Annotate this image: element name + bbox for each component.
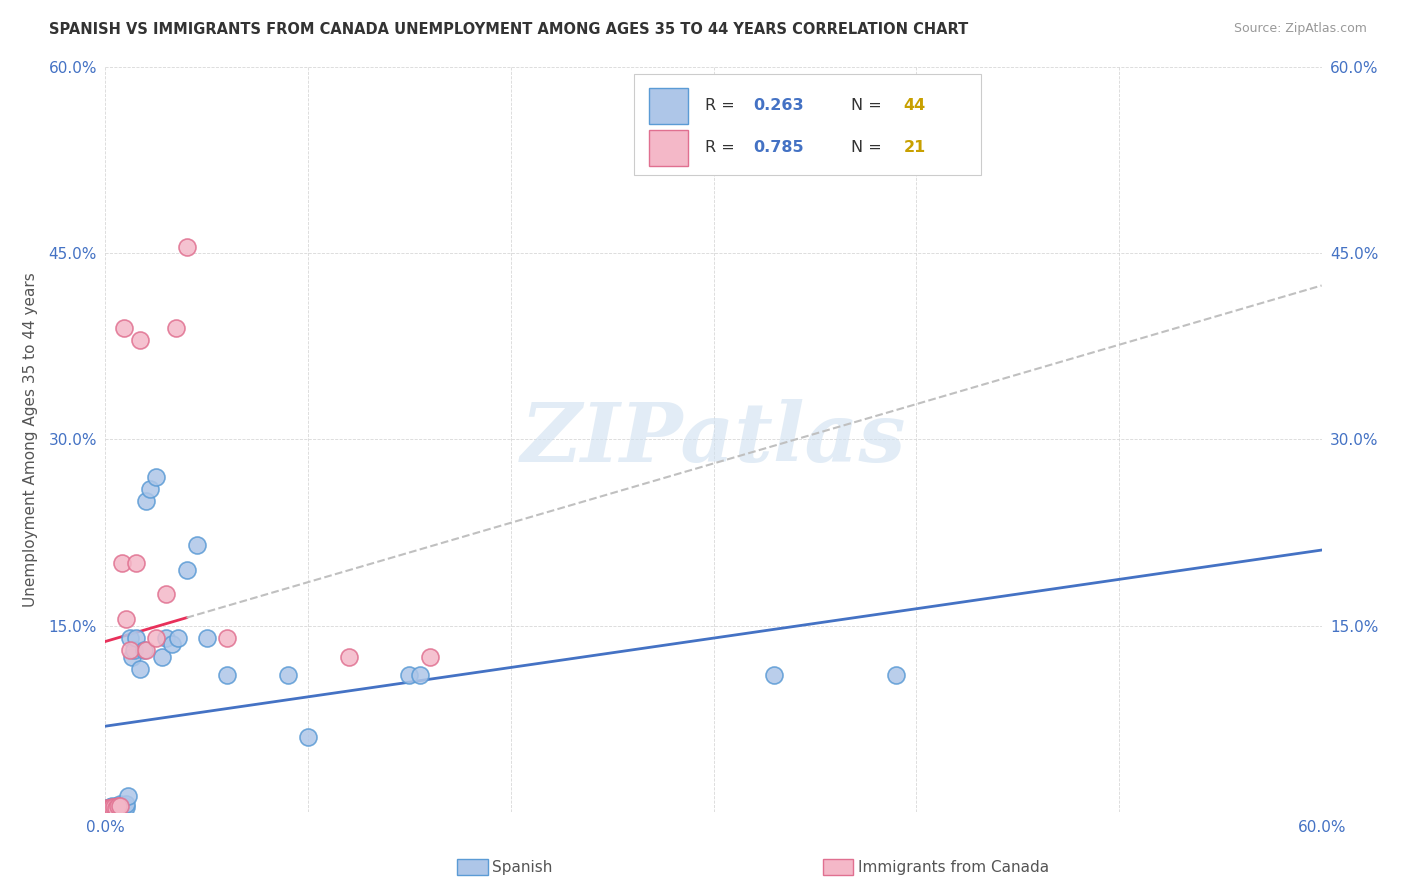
Point <box>217 668 239 682</box>
Point <box>114 612 136 626</box>
Point <box>167 631 190 645</box>
Point <box>98 801 121 815</box>
Point <box>112 798 135 813</box>
Text: Immigrants from Canada: Immigrants from Canada <box>858 860 1049 874</box>
Point <box>104 801 127 815</box>
Point <box>108 801 131 815</box>
Point <box>155 631 177 645</box>
Point <box>135 494 157 508</box>
Point <box>884 668 907 682</box>
Point <box>107 801 129 815</box>
Point <box>117 789 139 803</box>
Text: 0.263: 0.263 <box>754 98 804 113</box>
Point <box>100 799 122 814</box>
Point <box>98 799 121 814</box>
Point <box>121 649 143 664</box>
Point <box>162 637 184 651</box>
Point <box>112 320 135 334</box>
Text: 44: 44 <box>903 98 925 113</box>
Point <box>419 649 441 664</box>
FancyBboxPatch shape <box>650 130 688 166</box>
Point <box>103 801 125 815</box>
Point <box>108 799 131 814</box>
Point <box>145 631 167 645</box>
Point <box>112 801 135 815</box>
Point <box>176 563 198 577</box>
Text: N =: N = <box>851 140 887 155</box>
Text: ZIPatlas: ZIPatlas <box>520 400 907 479</box>
Text: 0.785: 0.785 <box>754 140 804 155</box>
Point <box>337 649 360 664</box>
Point <box>98 801 121 815</box>
Point <box>96 801 118 815</box>
Point <box>125 557 148 571</box>
Point <box>129 662 152 676</box>
Point <box>763 668 786 682</box>
Point <box>408 668 430 682</box>
Point <box>108 798 131 813</box>
FancyBboxPatch shape <box>634 74 981 175</box>
Text: SPANISH VS IMMIGRANTS FROM CANADA UNEMPLOYMENT AMONG AGES 35 TO 44 YEARS CORRELA: SPANISH VS IMMIGRANTS FROM CANADA UNEMPL… <box>49 22 969 37</box>
Point <box>111 798 134 813</box>
Point <box>186 538 208 552</box>
Point <box>122 643 145 657</box>
Point <box>118 643 141 657</box>
Point <box>139 482 162 496</box>
Point <box>111 557 134 571</box>
Point <box>114 797 136 812</box>
Point <box>135 643 157 657</box>
Point <box>118 631 141 645</box>
Point <box>107 798 129 813</box>
Text: Source: ZipAtlas.com: Source: ZipAtlas.com <box>1233 22 1367 36</box>
Point <box>104 798 127 813</box>
Point <box>165 320 187 334</box>
Point <box>129 333 152 347</box>
Point <box>108 797 131 812</box>
Text: N =: N = <box>851 98 887 113</box>
FancyBboxPatch shape <box>650 88 688 124</box>
Point <box>103 799 125 814</box>
Point <box>96 801 118 815</box>
Point <box>114 799 136 814</box>
Text: Spanish: Spanish <box>492 860 553 874</box>
Point <box>111 801 134 815</box>
Point <box>277 668 299 682</box>
Point <box>100 801 122 815</box>
Point <box>100 798 122 813</box>
Point <box>132 643 155 657</box>
Point <box>176 240 198 254</box>
Point <box>398 668 420 682</box>
Point <box>107 798 129 813</box>
Point <box>155 587 177 601</box>
Point <box>150 649 173 664</box>
Point <box>103 799 125 814</box>
Point <box>195 631 218 645</box>
Point <box>125 631 148 645</box>
Text: R =: R = <box>704 140 740 155</box>
Point <box>104 801 127 815</box>
Point <box>297 730 319 744</box>
Text: 21: 21 <box>903 140 925 155</box>
Y-axis label: Unemployment Among Ages 35 to 44 years: Unemployment Among Ages 35 to 44 years <box>22 272 38 607</box>
Point <box>217 631 239 645</box>
Text: R =: R = <box>704 98 740 113</box>
Point <box>145 469 167 483</box>
